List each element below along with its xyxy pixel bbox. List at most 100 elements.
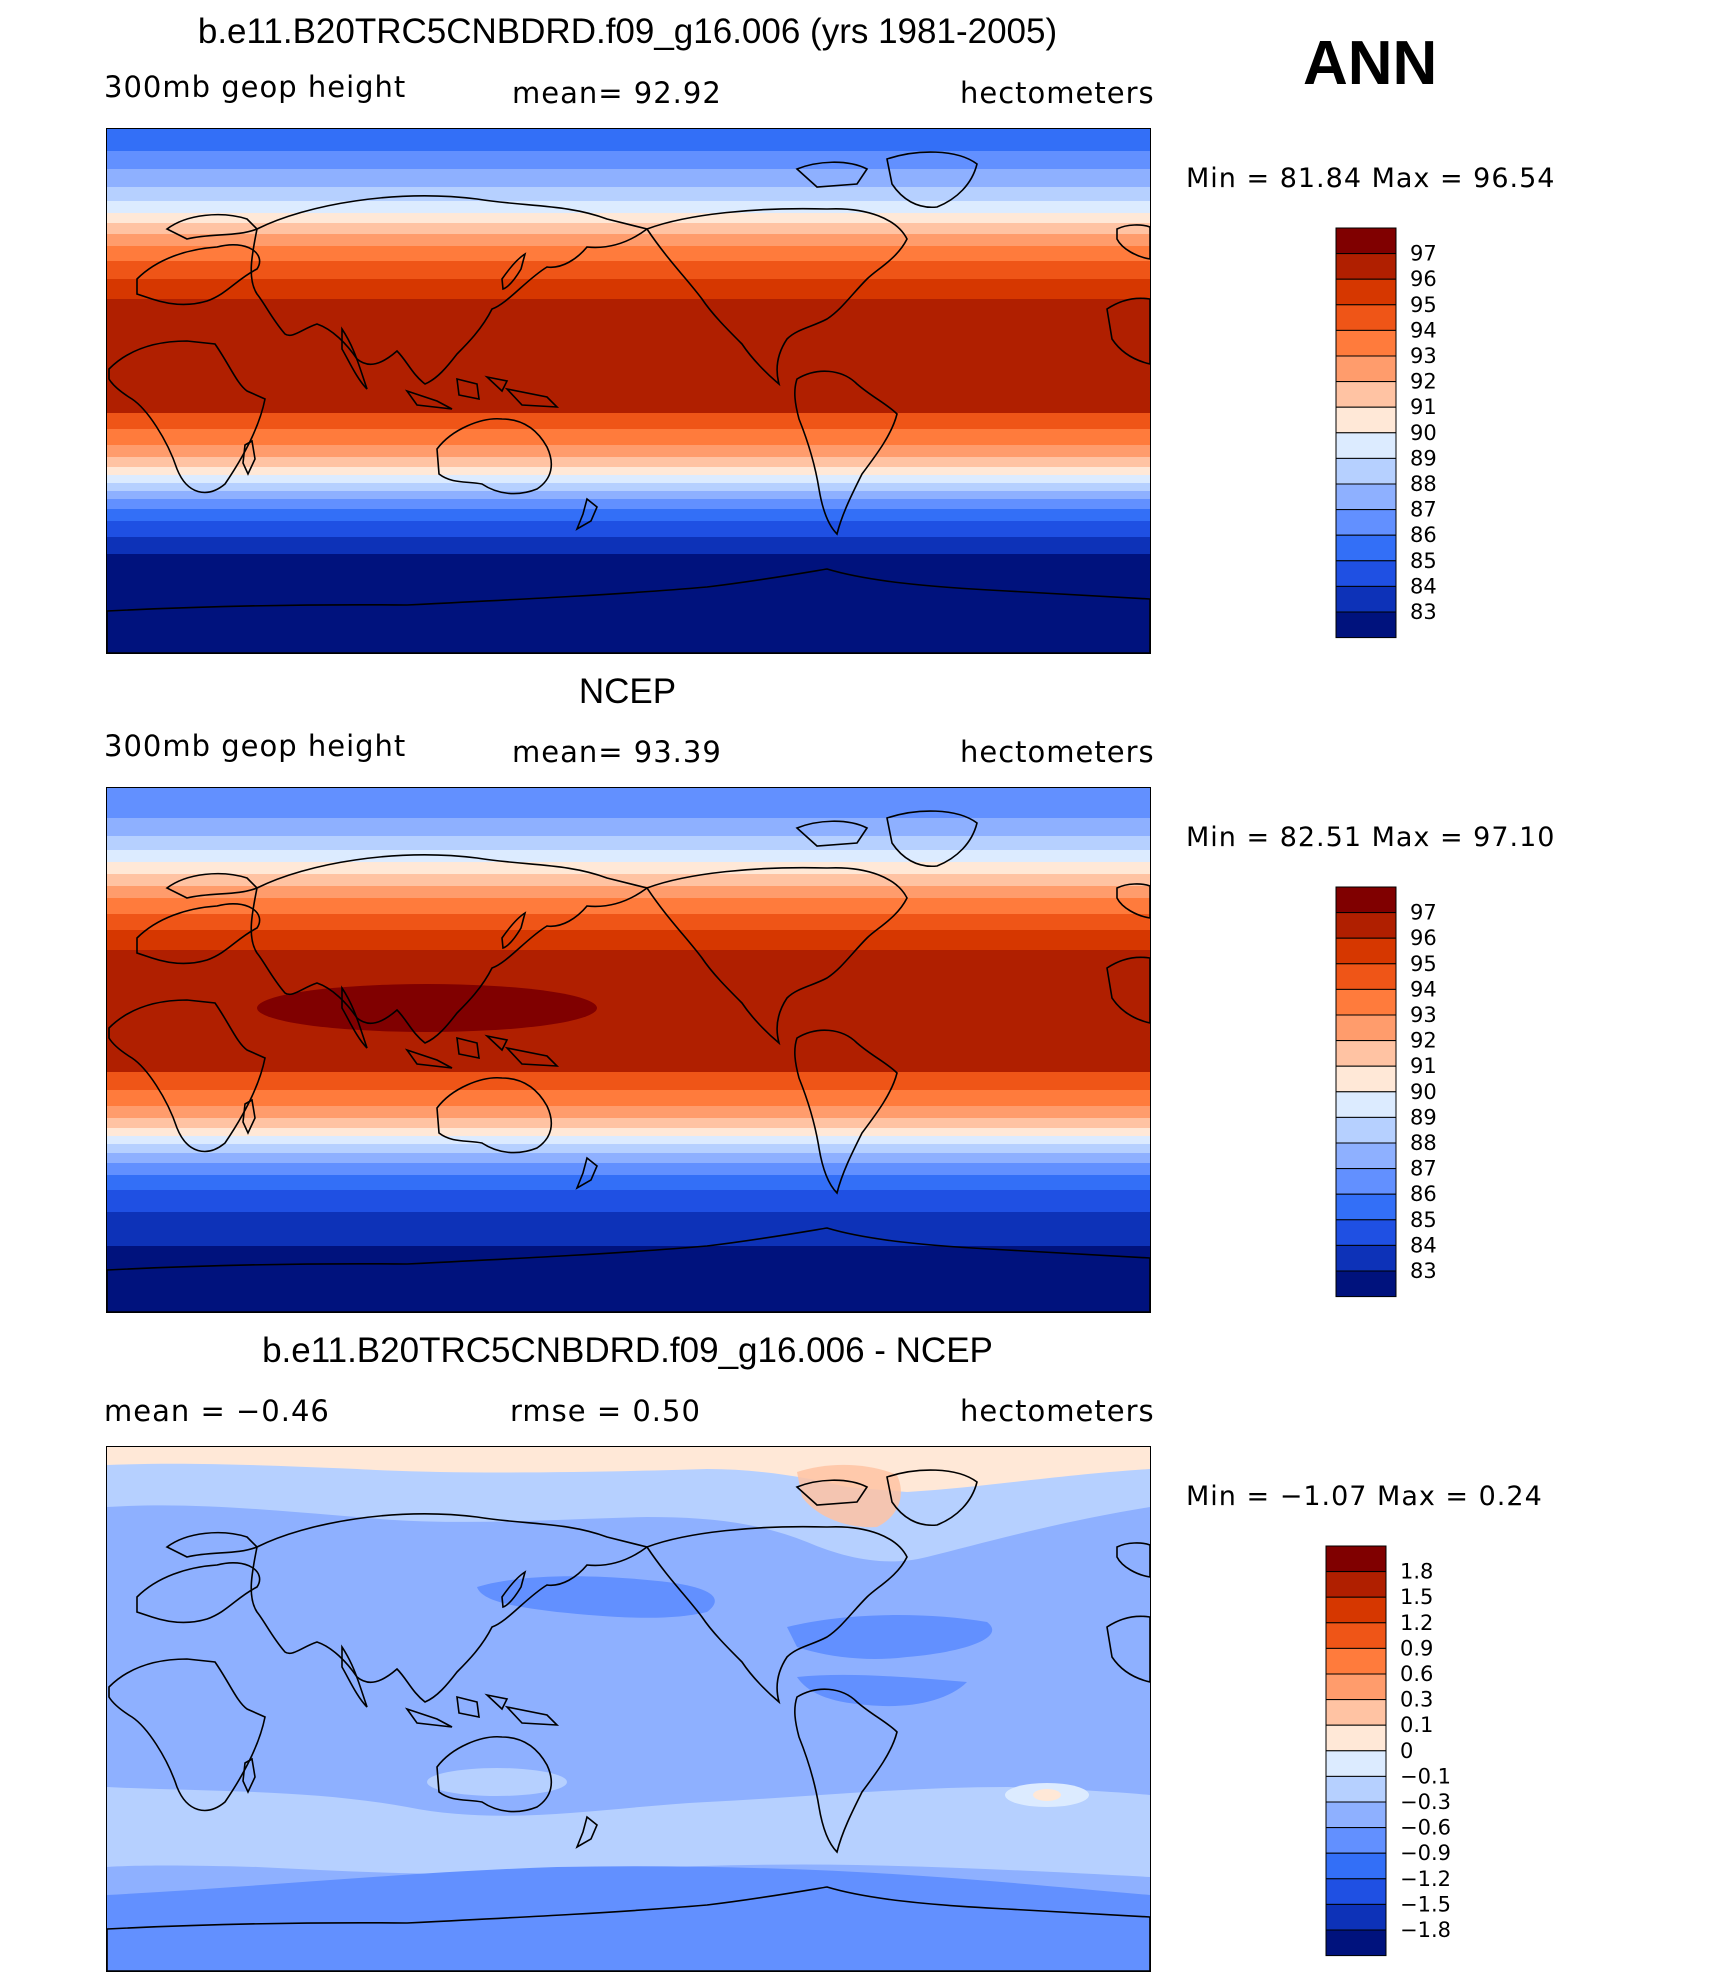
- panel-obs-units-label: hectometers: [960, 735, 1155, 769]
- colorbar-level-label: 83: [1410, 1259, 1437, 1283]
- colorbar-swatch: [1325, 1903, 1387, 1931]
- colorbar-level-label: 0.9: [1400, 1636, 1433, 1660]
- band-92-north: [107, 884, 1150, 898]
- colorbar-level-label: −1.2: [1400, 1867, 1451, 1891]
- band-87-north: [107, 167, 1150, 187]
- panel-diff-units-label: hectometers: [960, 1394, 1155, 1428]
- colorbar-swatch: [1335, 483, 1397, 511]
- colorbar-swatch: [1325, 1878, 1387, 1905]
- colorbar-level-label: 94: [1410, 318, 1437, 342]
- panel-diff-title: b.e11.B20TRC5CNBDRD.f09_g16.006 - NCEP: [262, 1331, 993, 1370]
- band-86-south: [107, 507, 1150, 521]
- band-89-north: [107, 848, 1150, 862]
- band-90-south: [107, 1134, 1150, 1144]
- band-91-south: [107, 465, 1150, 475]
- season-label: ANN: [1303, 29, 1438, 98]
- colorbar-swatch: [1335, 886, 1397, 914]
- band-83-south: [107, 1243, 1150, 1312]
- colorbar-level-label: 84: [1410, 574, 1437, 598]
- colorbar-swatch: [1325, 1827, 1387, 1854]
- colorbar-level-label: 96: [1410, 267, 1437, 291]
- colorbar-level-label: 97: [1410, 901, 1437, 925]
- panel-model-variable-label: 300mb geop height: [104, 70, 407, 104]
- colorbar-swatch: [1335, 1014, 1397, 1042]
- colorbar-swatch: [1325, 1852, 1387, 1880]
- band-93-south: [107, 443, 1150, 457]
- colorbar-swatch: [1325, 1750, 1387, 1777]
- colorbar-level-label: 89: [1410, 446, 1437, 470]
- max-97-region: [257, 984, 597, 1032]
- diff-region-plus-0.1-eastpacific: [1033, 1789, 1061, 1801]
- colorbar-level-label: 96: [1410, 926, 1437, 950]
- colorbar-swatch: [1335, 1168, 1397, 1195]
- colorbar-swatch: [1335, 1219, 1397, 1246]
- panel-obs-mean-label: mean= 93.39: [512, 735, 722, 769]
- panel-diff-colorbar-svg: 1.81.51.20.90.60.30.10−0.1−0.3−0.6−0.9−1…: [1325, 1545, 1451, 1957]
- band-93-south: [107, 1104, 1150, 1118]
- colorbar-swatch: [1335, 988, 1397, 1016]
- band-90-north: [107, 211, 1150, 223]
- colorbar-level-label: 93: [1410, 344, 1437, 368]
- band-90-south: [107, 473, 1150, 483]
- band-95-north: [107, 928, 1150, 950]
- panel-obs-variable-label: 300mb geop height: [104, 729, 407, 763]
- colorbar-level-label: 88: [1410, 1131, 1437, 1155]
- colorbar-swatch: [1325, 1801, 1387, 1829]
- colorbar-swatch: [1335, 253, 1397, 280]
- colorbar-level-label: 85: [1410, 549, 1437, 573]
- colorbar-level-label: 93: [1410, 1003, 1437, 1027]
- colorbar-level-label: 83: [1410, 600, 1437, 624]
- band-83-south: [107, 549, 1150, 653]
- band-94-north: [107, 259, 1150, 279]
- colorbar-level-label: −0.3: [1400, 1790, 1451, 1814]
- panel-diff-colorbar: 1.8 1.5 1.2 0.9 0.6 0.3 0.1 0 −0.1 −0.3 −0.6 −0.9 −1…: [1325, 1545, 1456, 1962]
- colorbar-level-label: 86: [1410, 523, 1437, 547]
- colorbar-level-label: 85: [1410, 1208, 1437, 1232]
- band-94-south: [107, 1088, 1150, 1106]
- band-92-south: [107, 455, 1150, 467]
- colorbar-swatch: [1325, 1647, 1387, 1675]
- colorbar-swatch: [1325, 1622, 1387, 1649]
- diff-region-minus-0.6-atlantic: [787, 1615, 993, 1659]
- band-95-south: [107, 1070, 1150, 1090]
- band-88-south: [107, 489, 1150, 499]
- diff-region-minus-0.6-pacific: [477, 1576, 715, 1618]
- colorbar-level-label: 91: [1410, 1054, 1437, 1078]
- colorbar-swatch: [1335, 912, 1397, 939]
- panel-obs-minmax: Min = 82.51 Max = 97.10: [1186, 822, 1556, 853]
- colorbar-swatch: [1335, 937, 1397, 965]
- colorbar-swatch: [1325, 1545, 1387, 1573]
- colorbar-level-label: 0: [1400, 1739, 1413, 1763]
- colorbar-swatch: [1335, 611, 1397, 639]
- band-85-north: [107, 129, 1150, 151]
- band-85-south: [107, 1188, 1150, 1212]
- panel-diff-map: [106, 1446, 1151, 1972]
- colorbar-level-label: 1.5: [1400, 1585, 1433, 1609]
- band-86-north: [107, 149, 1150, 169]
- colorbar-swatch: [1335, 1065, 1397, 1093]
- panel-diff-rmse-label: rmse = 0.50: [510, 1394, 701, 1428]
- colorbar-swatch: [1325, 1596, 1387, 1624]
- band-91-south: [107, 1126, 1150, 1136]
- colorbar-level-label: 0.3: [1400, 1688, 1433, 1712]
- colorbar-level-label: 0.6: [1400, 1662, 1433, 1686]
- band-90-north: [107, 860, 1150, 874]
- band-92-north: [107, 232, 1150, 246]
- panel-obs-colorbar: 97 96 95 94 93 92 91 90 89 88 87 86 85 84 83: [1335, 886, 1456, 1303]
- panel-model-units-label: hectometers: [960, 76, 1155, 110]
- panel-model-title: b.e11.B20TRC5CNBDRD.f09_g16.006 (yrs 198…: [197, 12, 1058, 51]
- colorbar-swatch: [1335, 304, 1397, 331]
- colorbar-swatch: [1335, 227, 1397, 255]
- colorbar-level-label: 94: [1410, 977, 1437, 1001]
- colorbar-swatch: [1325, 1724, 1387, 1752]
- colorbar-swatch: [1335, 1193, 1397, 1221]
- band-94-south: [107, 427, 1150, 445]
- band-95-south: [107, 411, 1150, 429]
- band-91-north: [107, 221, 1150, 234]
- diff-region-minus-0.1-australia: [427, 1768, 567, 1796]
- colorbar-swatch: [1335, 278, 1397, 306]
- panel-obs-map: [106, 787, 1151, 1313]
- colorbar-level-label: 1.8: [1400, 1560, 1433, 1584]
- band-85-south: [107, 519, 1150, 537]
